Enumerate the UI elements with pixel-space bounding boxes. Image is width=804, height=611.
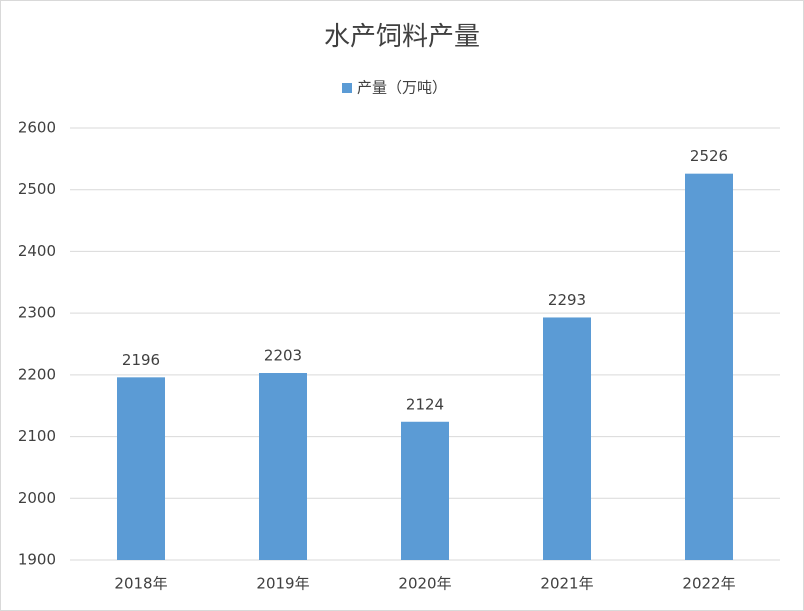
y-tick-label: 2500 (18, 180, 56, 198)
legend-swatch (342, 83, 352, 93)
x-tick-label: 2022年 (682, 575, 735, 593)
bar (543, 317, 591, 560)
y-tick-label: 2600 (18, 119, 56, 137)
bar (401, 421, 449, 560)
y-tick-label: 2300 (18, 304, 56, 322)
y-tick-label: 2200 (18, 365, 56, 383)
x-tick-label: 2018年 (114, 575, 167, 593)
data-label: 2203 (264, 347, 302, 365)
y-tick-label: 1900 (18, 551, 56, 569)
x-tick-label: 2019年 (256, 575, 309, 593)
y-tick-label: 2400 (18, 242, 56, 260)
legend-label: 产量（万吨） (357, 79, 447, 97)
x-tick-label: 2020年 (398, 575, 451, 593)
x-tick-label: 2021年 (540, 575, 593, 593)
data-label: 2124 (406, 395, 444, 413)
data-label: 2196 (122, 351, 160, 369)
y-tick-label: 2000 (18, 489, 56, 507)
legend: 产量（万吨） (342, 79, 447, 97)
data-label: 2293 (548, 291, 586, 309)
chart-title: 水产饲料产量 (324, 22, 480, 52)
bar (259, 373, 307, 560)
y-tick-label: 2100 (18, 427, 56, 445)
bar (117, 377, 165, 560)
bar (685, 173, 733, 560)
data-label: 2526 (690, 147, 728, 165)
